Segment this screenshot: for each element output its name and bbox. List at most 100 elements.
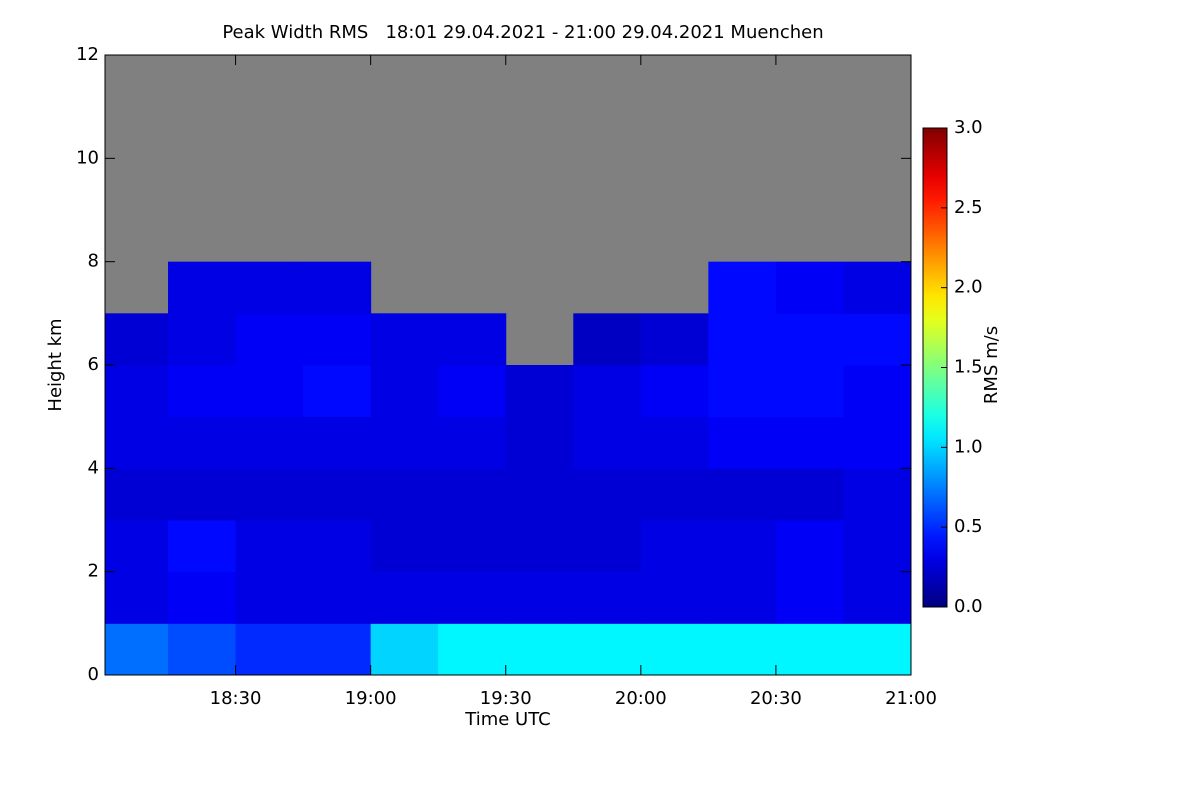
heatmap-cell [640,520,709,573]
heatmap-cell [105,468,169,521]
heatmap-cell [105,416,169,469]
heatmap-cell [775,623,844,676]
heatmap-cell [640,468,709,521]
heatmap-cell [168,416,237,469]
heatmap-cell [708,416,777,469]
heatmap-cell [303,520,372,573]
heatmap-cell [573,365,642,418]
heatmap-cell [438,623,507,676]
x-tick-label: 21:00 [885,688,937,709]
heatmap-cell [370,468,439,521]
heatmap-cell [640,571,709,624]
heatmap-cell [235,365,304,418]
colorbar-tick-label: 0.0 [954,596,983,617]
heatmap-cell [775,261,844,314]
y-tick-label: 12 [76,44,99,65]
y-tick-label: 2 [88,561,99,582]
heatmap-cell [505,520,574,573]
y-tick-label: 8 [88,251,99,272]
x-tick-label: 18:30 [210,688,262,709]
heatmap-cell [168,261,237,314]
heatmap-cell [105,365,169,418]
heatmap-cell [438,365,507,418]
heatmap-cell [168,520,237,573]
x-tick-label: 19:30 [480,688,532,709]
heatmap-cell [640,313,709,366]
heatmap-cell [370,313,439,366]
heatmap-cell [775,365,844,418]
colorbar-tick-label: 1.0 [954,436,983,457]
heatmap-cell [775,520,844,573]
colorbar-tick-label: 2.5 [954,197,983,218]
heatmap-cell [573,468,642,521]
heatmap-cell [105,520,169,573]
heatmap-cell [573,520,642,573]
heatmap-cell [370,365,439,418]
colorbar-tick-label: 1.5 [954,357,983,378]
heatmap-cell [438,571,507,624]
y-tick-label: 0 [88,664,99,685]
heatmap-cell [843,468,912,521]
heatmap-cell [168,365,237,418]
heatmap-cell [573,571,642,624]
heatmap-cell [573,623,642,676]
heatmap-cell [105,313,169,366]
heatmap-cell [438,520,507,573]
heatmap-cell [708,571,777,624]
heatmap-cell [168,571,237,624]
heatmap-cell [775,468,844,521]
heatmap-cell [303,623,372,676]
y-tick-label: 10 [76,147,99,168]
heatmap-cell [303,365,372,418]
heatmap-cell [640,365,709,418]
heatmap-cell [505,416,574,469]
heatmap-cell [708,520,777,573]
x-tick-label: 20:30 [750,688,802,709]
x-tick-label: 20:00 [615,688,667,709]
heatmap-cell [843,623,912,676]
heatmap-cell [370,623,439,676]
heatmap-cell [303,468,372,521]
y-axis-label: Height km [45,318,66,411]
colorbar-label: RMS m/s [981,326,1002,404]
heatmap-cell [708,261,777,314]
heatmap-cell [505,623,574,676]
heatmap-cell [438,313,507,366]
heatmap-cell [235,261,304,314]
colorbar-tick-label: 2.0 [954,277,983,298]
heatmap-cell [168,623,237,676]
heatmap-cell [640,416,709,469]
heatmap-cell [370,416,439,469]
heatmap-cell [505,468,574,521]
heatmap-cell [505,571,574,624]
heatmap-cell [303,313,372,366]
heatmap-cell [708,365,777,418]
heatmap-cell [843,261,912,314]
heatmap-cell [235,313,304,366]
x-axis-label: Time UTC [464,709,550,730]
heatmap-cell [843,365,912,418]
heatmap-cell [708,468,777,521]
colorbar-tick-label: 3.0 [954,117,983,138]
x-tick-label: 19:00 [345,688,397,709]
heatmap-cell [105,623,169,676]
heatmap-cell [235,571,304,624]
heatmap-cell [775,571,844,624]
heatmap-cell [843,571,912,624]
heatmap-cell [708,313,777,366]
heatmap-cell [303,261,372,314]
heatmap-cell [505,365,574,418]
heatmap-cell [775,313,844,366]
y-tick-label: 4 [88,457,99,478]
heatmap-cell [235,468,304,521]
heatmap-cell [370,520,439,573]
heatmap-cell [303,571,372,624]
heatmap-cell [775,416,844,469]
heatmap-cell [573,313,642,366]
heatmap-cell [303,416,372,469]
heatmap-cell [235,520,304,573]
heatmap-cell [438,468,507,521]
heatmap-cell [708,623,777,676]
